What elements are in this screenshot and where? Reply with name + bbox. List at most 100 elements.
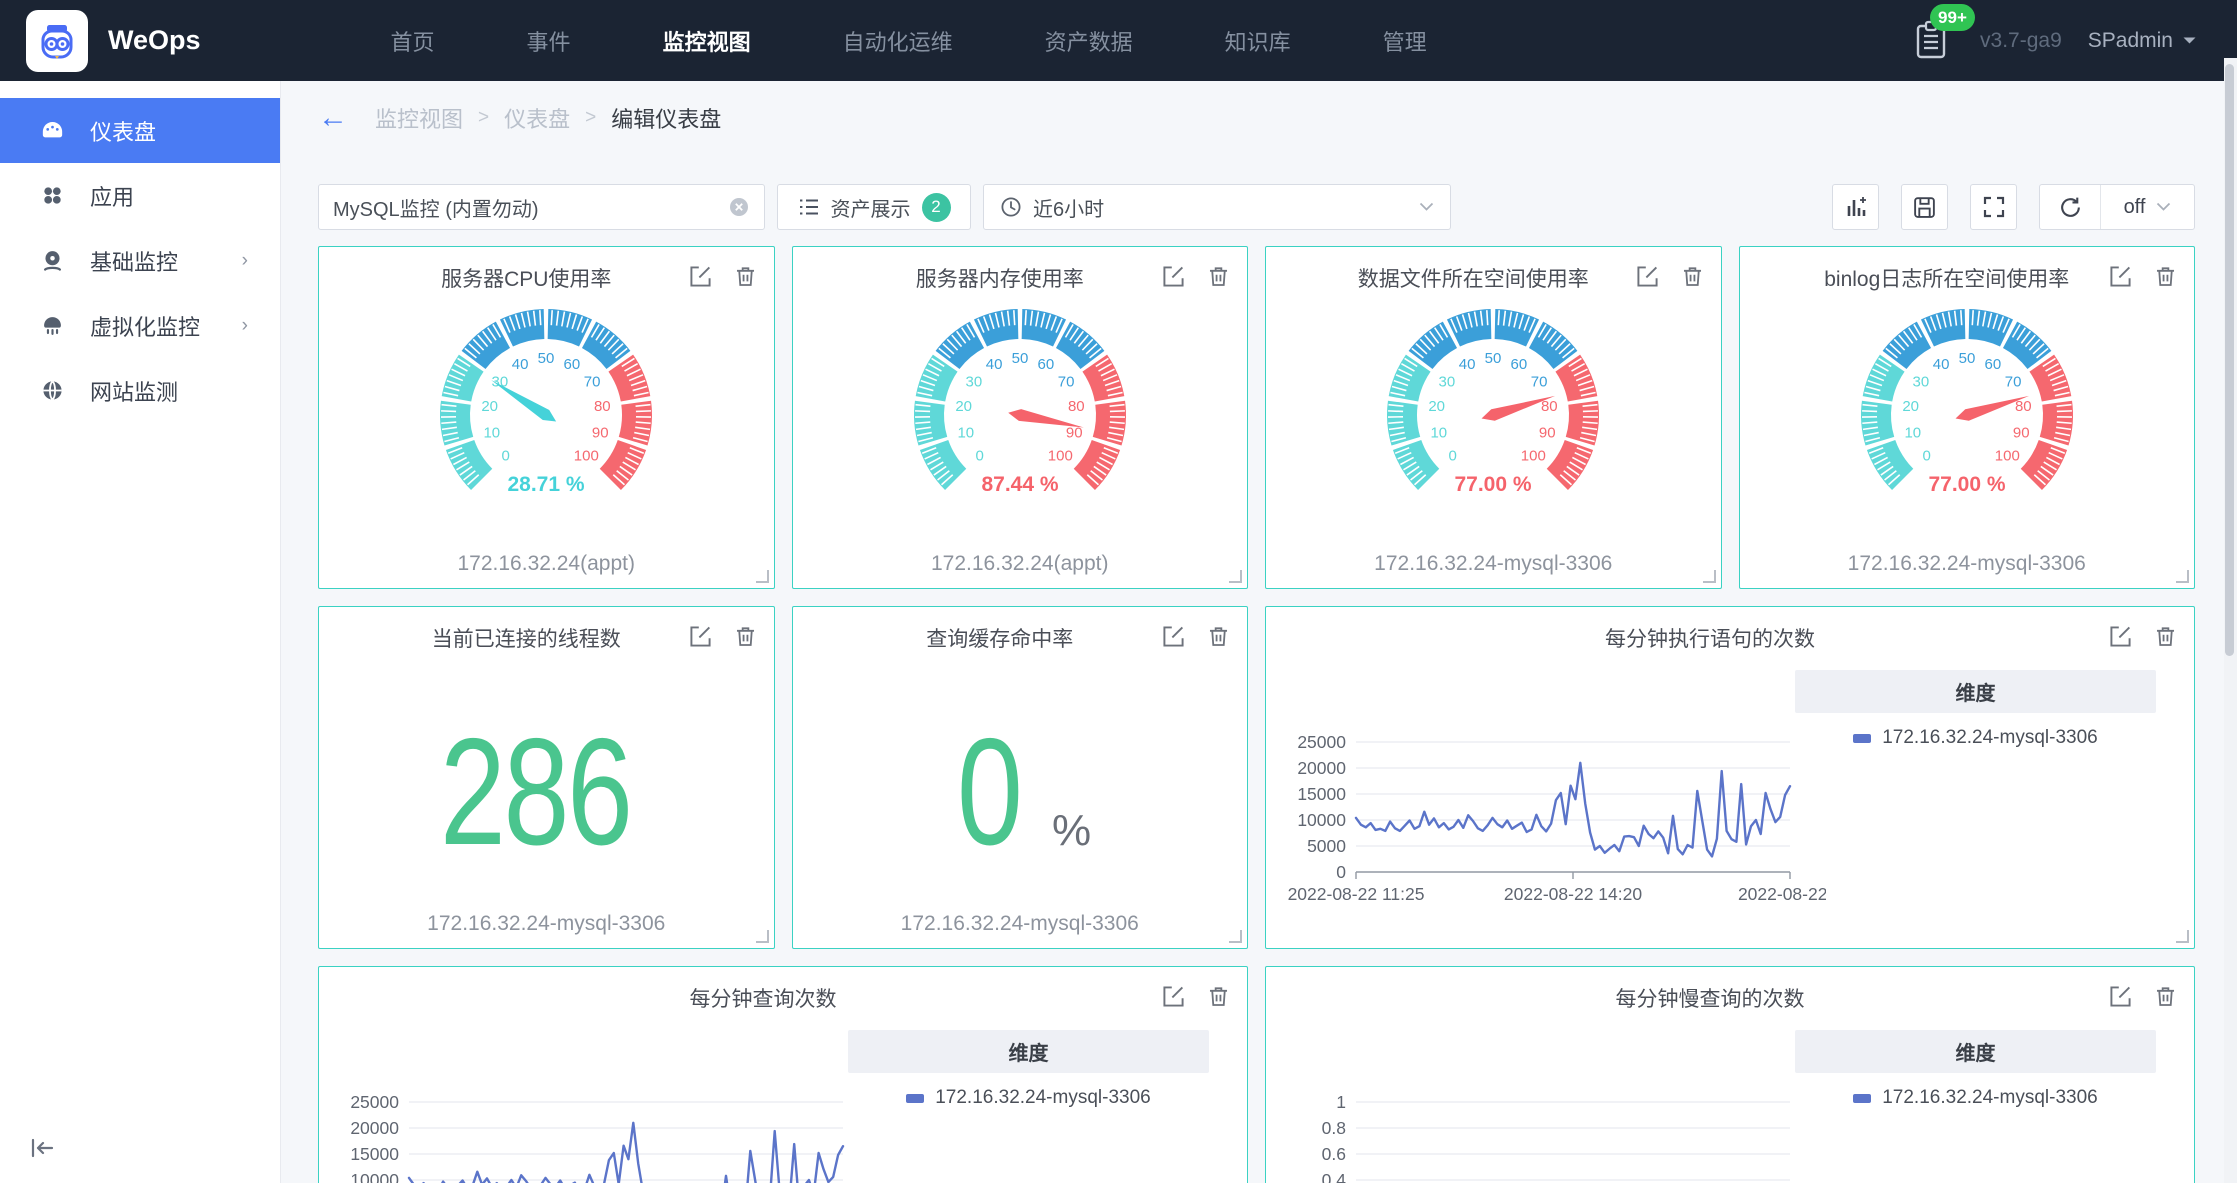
breadcrumb-current: 编辑仪表盘 — [611, 107, 722, 132]
legend-series-name: 172.16.32.24-mysql-3306 — [1882, 1087, 2098, 1108]
svg-text:10: 10 — [1904, 425, 1921, 442]
breadcrumb-monitor-view[interactable]: 监控视图 — [375, 107, 464, 132]
nav-item-admin[interactable]: 管理 — [1382, 29, 1427, 55]
edit-card-button[interactable] — [2108, 984, 2133, 1009]
metric-value: 0 — [957, 707, 1023, 877]
svg-text:20000: 20000 — [350, 1118, 399, 1138]
edit-card-button[interactable] — [2108, 264, 2133, 289]
sidebar-collapse-button[interactable] — [30, 1137, 56, 1159]
delete-card-button[interactable] — [1680, 264, 1705, 289]
svg-text:1: 1 — [1336, 1092, 1346, 1112]
breadcrumb-separator: > — [478, 107, 490, 128]
website-monitor-icon — [43, 380, 62, 401]
card-target-label: 172.16.32.24-mysql-3306 — [1847, 552, 2086, 575]
notification-clipboard-icon[interactable]: 99+ — [1914, 3, 1975, 64]
refresh-interval-select[interactable]: off — [2100, 185, 2194, 229]
resize-handle[interactable] — [1229, 930, 1242, 943]
fullscreen-button[interactable] — [1970, 184, 2017, 230]
delete-card-button[interactable] — [1206, 264, 1231, 289]
svg-text:80: 80 — [1068, 398, 1085, 415]
resize-handle[interactable] — [1229, 570, 1242, 583]
svg-text:20: 20 — [482, 398, 499, 415]
card-title: 当前已连接的线程数 — [431, 628, 621, 651]
delete-card-button[interactable] — [733, 264, 758, 289]
card-title: 服务器CPU使用率 — [441, 268, 612, 291]
resize-handle[interactable] — [755, 930, 769, 943]
main-content: ← 监控视图 > 仪表盘 > 编辑仪表盘 MySQL监控 (内置勿动) 资产展示… — [282, 81, 2237, 1183]
edit-card-button[interactable] — [1635, 264, 1660, 289]
clear-icon[interactable] — [728, 196, 750, 218]
svg-text:40: 40 — [512, 356, 529, 373]
resize-handle[interactable] — [2176, 930, 2189, 943]
resize-handle[interactable] — [1702, 570, 1716, 583]
legend-item[interactable]: 172.16.32.24-mysql-3306 — [848, 1087, 1209, 1109]
chevron-down-icon — [2157, 202, 2171, 211]
delete-card-button[interactable] — [2153, 984, 2178, 1009]
nav-item-knowledge-base[interactable]: 知识库 — [1224, 29, 1291, 55]
back-arrow-icon[interactable]: ← — [318, 101, 348, 134]
save-icon — [1914, 196, 1935, 218]
sidebar-item-applications[interactable]: 应用 — [0, 163, 280, 228]
nav-item-monitor-view[interactable]: 监控视图 — [662, 29, 751, 55]
sidebar-item-website-monitoring[interactable]: 网站监测 — [0, 358, 280, 423]
resize-handle[interactable] — [2176, 570, 2189, 583]
nav-item-automation[interactable]: 自动化运维 — [842, 29, 953, 55]
svg-text:0: 0 — [1336, 862, 1346, 882]
scrollbar-track[interactable] — [2224, 58, 2237, 1183]
svg-text:25000: 25000 — [350, 1092, 399, 1112]
svg-text:90: 90 — [2013, 425, 2030, 442]
edit-card-button[interactable] — [1161, 264, 1186, 289]
collapse-left-icon — [31, 1138, 54, 1158]
legend-header: 维度 — [1794, 670, 2156, 713]
legend-item[interactable]: 172.16.32.24-mysql-3306 — [1795, 1087, 2156, 1109]
asset-display-label: 资产展示 — [830, 198, 911, 221]
scrollbar-thumb[interactable] — [2225, 64, 2234, 656]
dashboard-select[interactable]: MySQL监控 (内置勿动) — [318, 184, 765, 230]
svg-text:50: 50 — [1011, 350, 1028, 367]
delete-card-button[interactable] — [733, 624, 758, 649]
delete-card-button[interactable] — [2153, 624, 2178, 649]
nav-item-home[interactable]: 首页 — [390, 29, 435, 55]
legend-header: 维度 — [847, 1030, 1209, 1073]
nav-item-asset-data[interactable]: 资产数据 — [1044, 29, 1133, 55]
sidebar-item-dashboard[interactable]: 仪表盘 — [0, 98, 280, 163]
refresh-button[interactable] — [2040, 185, 2100, 229]
dashboard-toolbar: off — [1810, 184, 2195, 230]
save-button[interactable] — [1901, 184, 1948, 230]
edit-card-button[interactable] — [688, 264, 713, 289]
gauge-card-memory: 服务器内存使用率 0 10 20 30 40 50 60 70 80 90 100 87.44 % 1… — [791, 246, 1248, 589]
edit-card-button[interactable] — [2108, 624, 2133, 649]
metric-value: 286 — [439, 707, 633, 877]
edit-card-button[interactable] — [688, 624, 713, 649]
sidebar-item-basic-monitoring[interactable]: 基础监控 › — [0, 228, 280, 293]
top-nav-bar: WeOps 首页 事件 监控视图 自动化运维 资产数据 知识库 管理 99+ v… — [0, 0, 2237, 81]
number-card-cache-hit: 查询缓存命中率 0 % 172.16.32.24-mysql-3306 — [791, 606, 1248, 949]
slow-queries-line-chart: 00.20.40.60.81 — [1322, 1092, 1790, 1183]
sidebar-item-virtualization-monitoring[interactable]: 虚拟化监控 › — [0, 293, 280, 358]
breadcrumb-dashboard[interactable]: 仪表盘 — [504, 107, 571, 132]
refresh-control: off — [2039, 184, 2195, 230]
edit-card-button[interactable] — [1161, 624, 1186, 649]
statements-line-chart: 0 5000 10000 15000 20000 25000 2022-08-22 11:2… — [1288, 732, 1826, 904]
asset-display-button[interactable]: 资产展示 2 — [777, 184, 971, 230]
user-menu[interactable]: SPadmin — [2088, 29, 2197, 53]
svg-text:80: 80 — [2015, 398, 2032, 415]
gauge-card-datafile-space: 数据文件所在空间使用率 0 10 20 30 40 50 60 70 80 90 100 77.00 … — [1265, 246, 1722, 589]
svg-text:30: 30 — [492, 373, 509, 390]
dashboard-icon — [42, 121, 63, 138]
legend-item[interactable]: 172.16.32.24-mysql-3306 — [1795, 727, 2156, 749]
add-chart-button[interactable] — [1832, 184, 1879, 230]
svg-text:0.6: 0.6 — [1322, 1144, 1346, 1164]
delete-card-button[interactable] — [1206, 984, 1231, 1009]
resize-handle[interactable] — [755, 570, 769, 583]
nav-item-events[interactable]: 事件 — [526, 29, 571, 55]
delete-card-button[interactable] — [1206, 624, 1231, 649]
line-card-statements-per-min: 每分钟执行语句的次数 0 5000 10000 15000 20000 25000 2022… — [1265, 606, 2195, 949]
owl-logo-icon — [41, 24, 73, 59]
svg-text:0.8: 0.8 — [1322, 1118, 1346, 1138]
chevron-right-icon: › — [241, 249, 248, 271]
delete-card-button[interactable] — [2153, 264, 2178, 289]
time-range-select[interactable]: 近6小时 — [983, 184, 1451, 230]
weops-logo[interactable] — [26, 9, 88, 72]
edit-card-button[interactable] — [1161, 984, 1186, 1009]
